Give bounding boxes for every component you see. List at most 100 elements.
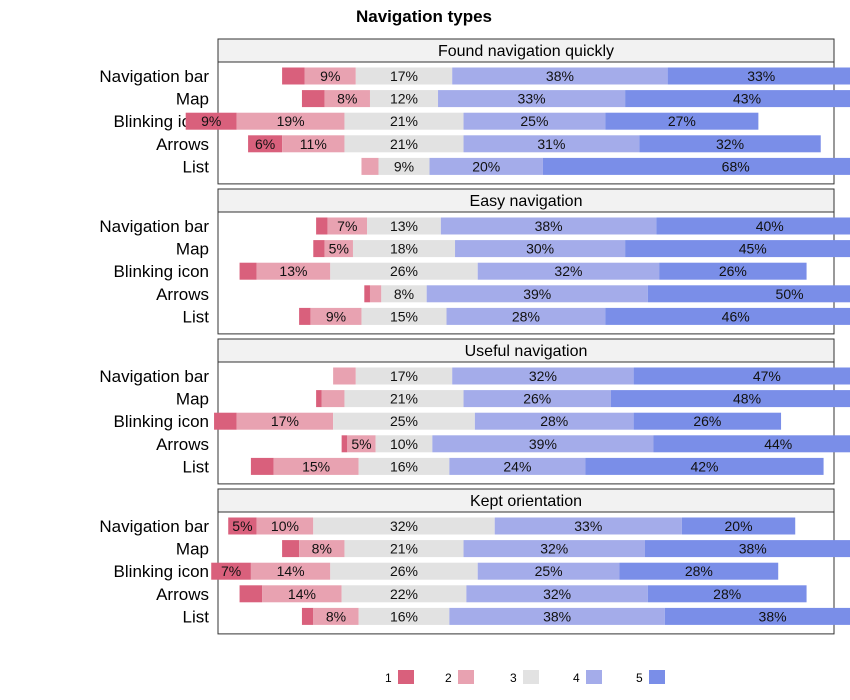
- bar-row: List 15% 16% 24% 42%: [183, 457, 824, 476]
- bar-segment: [378, 157, 430, 175]
- segment-label: 45%: [739, 241, 767, 257]
- legend-item: 4: [573, 670, 602, 685]
- segment-label: 15%: [390, 308, 418, 324]
- segment-label: 32%: [540, 541, 568, 557]
- row-label: Map: [176, 540, 209, 559]
- segment-label: 33%: [518, 91, 546, 107]
- bar-segment: [364, 285, 370, 303]
- segment-label: 6%: [255, 136, 275, 152]
- bar-segment: [282, 135, 345, 153]
- bar-segment: [432, 435, 654, 453]
- segment-label: 38%: [739, 541, 767, 557]
- segment-label: 26%: [390, 263, 418, 279]
- segment-label: 32%: [554, 263, 582, 279]
- row-label: Arrows: [156, 135, 209, 154]
- bar-segment: [625, 90, 850, 108]
- legend-label: 5: [636, 671, 643, 685]
- bar-row: Arrows 5% 10% 39% 44%: [156, 435, 850, 454]
- segment-label: 8%: [312, 541, 332, 557]
- bar-segment: [344, 112, 464, 130]
- bar-segment: [625, 240, 850, 258]
- bar-segment: [358, 607, 450, 625]
- row-label: Blinking icon: [114, 412, 209, 431]
- bar-segment: [381, 285, 427, 303]
- panel-title: Easy navigation: [470, 193, 583, 210]
- segment-label: 32%: [529, 368, 557, 384]
- segment-label: 32%: [390, 518, 418, 534]
- bar-segment: [361, 157, 379, 175]
- bar-segment: [299, 307, 311, 325]
- bar-segment: [333, 367, 356, 385]
- segment-label: 20%: [472, 158, 500, 174]
- segment-label: 26%: [390, 563, 418, 579]
- segment-label: 50%: [776, 286, 804, 302]
- bar-segment: [605, 112, 759, 130]
- bar-segment: [313, 517, 495, 535]
- segment-label: 9%: [320, 68, 340, 84]
- bar-row: Arrows 6% 11% 21% 31% 32%: [156, 135, 821, 154]
- bar-segment: [369, 90, 439, 108]
- bar-segment: [301, 90, 325, 108]
- legend-swatch: [458, 670, 474, 684]
- row-label: Blinking icon: [114, 262, 209, 281]
- row-label: Blinking icon: [114, 112, 209, 131]
- segment-label: 38%: [543, 608, 571, 624]
- bar-row: Arrows 14% 22% 32% 28%: [156, 585, 807, 604]
- bar-segment: [250, 457, 274, 475]
- legend-swatch: [586, 670, 602, 684]
- bar-segment: [367, 217, 441, 235]
- panel-strip: [217, 188, 835, 213]
- segment-label: 16%: [390, 608, 418, 624]
- bar-segment: [327, 217, 368, 235]
- bar-row: Navigation bar 5% 10% 32% 33% 20%: [99, 517, 796, 536]
- legend: 1 2 3 4 5: [385, 670, 665, 685]
- bar-segment: [463, 135, 640, 153]
- segment-label: 21%: [390, 391, 418, 407]
- segment-label: 38%: [535, 218, 563, 234]
- bar-segment: [330, 562, 478, 580]
- bar-row: Blinking icon 7% 14% 26% 25% 28%: [114, 562, 779, 581]
- row-label: Arrows: [156, 285, 209, 304]
- bar-segment: [610, 390, 850, 408]
- bar-row: Arrows 8% 39% 50%: [156, 285, 850, 304]
- segment-label: 14%: [277, 563, 305, 579]
- row-label: List: [183, 157, 210, 176]
- bar-segment: [355, 367, 453, 385]
- segment-label: 38%: [759, 608, 787, 624]
- bar-row: Map 21% 26% 48%: [176, 390, 850, 409]
- bar-segment: [361, 307, 447, 325]
- row-label: Blinking icon: [114, 562, 209, 581]
- bar-segment: [301, 607, 314, 625]
- panel-strip: [217, 338, 835, 363]
- bar-segment: [440, 217, 657, 235]
- bar-segment: [659, 262, 807, 280]
- segment-label: 39%: [529, 436, 557, 452]
- panel: Found navigation quickly Navigation bar 9%…: [99, 38, 850, 185]
- row-label: Navigation bar: [99, 67, 209, 86]
- bar-row: Blinking icon 17% 25% 28% 26%: [114, 412, 782, 431]
- segment-label: 9%: [394, 158, 414, 174]
- panel-title: Kept orientation: [470, 493, 582, 510]
- bar-segment: [585, 457, 824, 475]
- segment-label: 25%: [390, 413, 418, 429]
- bar-segment: [344, 390, 464, 408]
- segment-label: 32%: [543, 586, 571, 602]
- legend-item: 3: [510, 670, 539, 685]
- legend-swatch: [523, 670, 539, 684]
- bar-row: Blinking icon 13% 26% 32% 26%: [114, 262, 807, 281]
- bar-segment: [282, 540, 300, 558]
- bar-segment: [262, 585, 342, 603]
- segment-label: 30%: [526, 241, 554, 257]
- bar-segment: [185, 112, 237, 130]
- segment-label: 22%: [390, 586, 418, 602]
- bar-segment: [304, 67, 356, 85]
- segment-label: 28%: [512, 308, 540, 324]
- segment-label: 9%: [201, 113, 221, 129]
- bar-segment: [316, 390, 322, 408]
- segment-label: 10%: [390, 436, 418, 452]
- bar-segment: [321, 390, 345, 408]
- bar-segment: [681, 517, 796, 535]
- bar-segment: [449, 607, 665, 625]
- bar-segment: [463, 390, 611, 408]
- bar-segment: [352, 240, 456, 258]
